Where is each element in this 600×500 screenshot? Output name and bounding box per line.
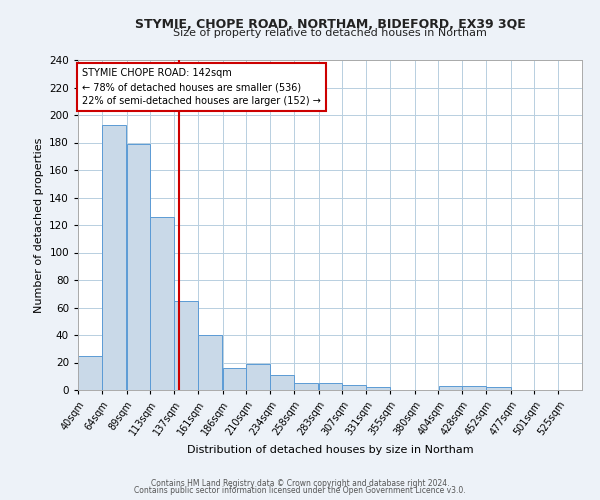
Text: STYMIE, CHOPE ROAD, NORTHAM, BIDEFORD, EX39 3QE: STYMIE, CHOPE ROAD, NORTHAM, BIDEFORD, E… [134,18,526,30]
Y-axis label: Number of detached properties: Number of detached properties [34,138,44,312]
Bar [319,383,342,390]
Text: Contains HM Land Registry data © Crown copyright and database right 2024.: Contains HM Land Registry data © Crown c… [151,478,449,488]
Bar [270,375,294,390]
Bar [223,368,246,390]
X-axis label: Distribution of detached houses by size in Northam: Distribution of detached houses by size … [187,446,473,456]
Text: Contains public sector information licensed under the Open Government Licence v3: Contains public sector information licen… [134,486,466,495]
Bar [198,335,223,390]
Bar [102,124,127,390]
Bar [486,387,511,390]
Bar [294,383,319,390]
Bar [174,300,197,390]
Bar [151,217,174,390]
Bar [439,386,462,390]
Bar [463,386,486,390]
Bar [343,384,366,390]
Bar [247,364,270,390]
Bar [366,387,390,390]
Text: STYMIE CHOPE ROAD: 142sqm
← 78% of detached houses are smaller (536)
22% of semi: STYMIE CHOPE ROAD: 142sqm ← 78% of detac… [82,68,321,106]
Bar [127,144,150,390]
Bar [78,356,101,390]
Text: Size of property relative to detached houses in Northam: Size of property relative to detached ho… [173,28,487,38]
